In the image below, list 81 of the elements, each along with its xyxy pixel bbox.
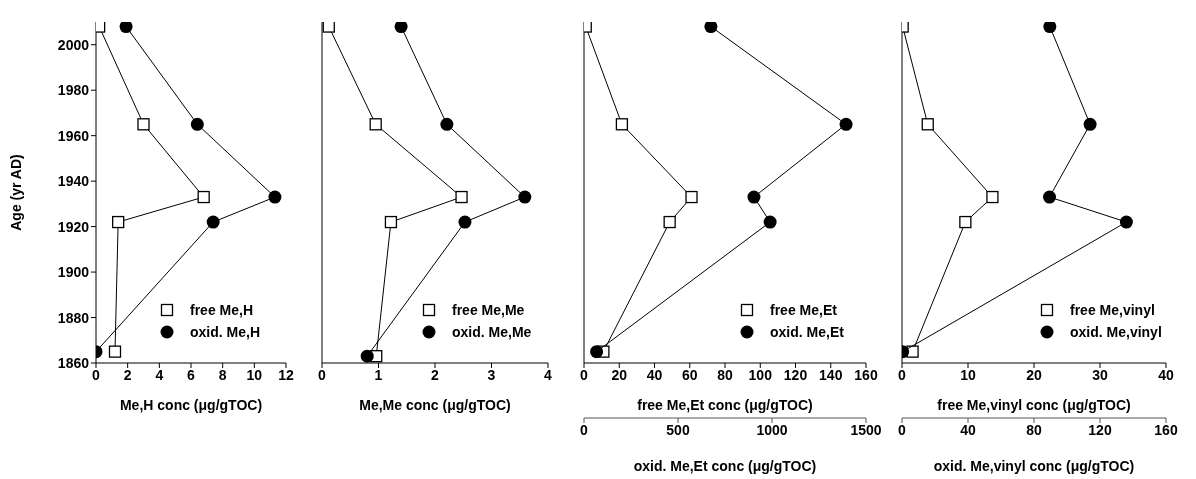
x-tick-label: 40 [1158,366,1174,383]
legend-label: free Me,Me [452,302,525,318]
point [455,190,468,204]
x2-axis-title: oxid. Me,Et conc (μg/gTOC) [633,458,817,474]
y-tick-label: 1960 [57,127,90,144]
point [959,215,972,229]
point [986,190,999,204]
x2-tick-label: 160 [1154,421,1178,438]
x-tick-label: 0 [318,366,327,383]
point [921,118,934,131]
y-tick-label: 1920 [57,218,90,235]
point [518,190,532,204]
x-tick-label: 40 [646,366,663,383]
x2-tick-label: 1500 [850,421,882,438]
point [108,345,122,358]
x-tick-label: 140 [819,366,843,383]
x-tick-label: 20 [1026,366,1042,383]
y-tick-label: 1940 [57,173,90,190]
point [190,117,204,131]
x-axis-title: Me,H conc (μg/gTOC) [119,397,263,413]
legend-label: free Me,Et [770,302,837,318]
x-tick-label: 0 [898,366,907,383]
x2-tick-label: 1000 [756,421,788,438]
point [369,118,382,131]
point [360,349,374,363]
y-tick-label: 1860 [57,354,90,371]
x2-tick-label: 0 [898,421,907,438]
x-tick-label: 0 [92,366,101,383]
x-tick-label: 80 [717,366,733,383]
x2-tick-label: 500 [666,421,690,438]
x2-tick-label: 80 [1026,421,1042,438]
legend-label: free Me,H [190,302,254,318]
point [615,118,629,131]
x-axis-title: Me,Me conc (μg/gTOC) [359,397,511,413]
x2-tick-label: 40 [960,421,976,438]
point [384,215,398,229]
point [458,215,472,229]
x-tick-label: 30 [1092,366,1108,383]
legend-label: oxid. Me,H [190,324,261,340]
x-tick-label: 10 [246,366,263,383]
legend-label: free Me,vinyl [1070,302,1155,318]
x-tick-label: 12 [278,366,294,383]
x-tick-label: 160 [854,366,878,383]
legend-label: oxid. Me,Me [452,324,532,340]
legend-label: oxid. Me,Et [770,324,844,340]
y-tick-label: 1900 [57,264,90,281]
x-tick-label: 2 [123,366,132,383]
x-axis-title: free Me,vinyl conc (μg/gTOC) [937,397,1131,413]
y-tick-label: 1980 [57,82,90,99]
x-tick-label: 60 [681,366,698,383]
point [206,215,220,229]
point [685,190,698,204]
x-tick-label: 4 [544,366,553,383]
x-tick-label: 8 [218,366,227,383]
point [663,215,676,229]
y-tick-label: 2000 [57,36,90,53]
x-tick-label: 20 [611,366,628,383]
x-tick-label: 100 [748,366,773,383]
x-tick-label: 2 [431,366,440,383]
legend-label: oxid. Me,vinyl [1070,324,1162,340]
x-tick-label: 6 [187,366,196,383]
x-tick-label: 120 [783,366,808,383]
x-tick-label: 10 [960,366,976,383]
x-tick-label: 1 [374,366,383,383]
x-tick-label: 3 [487,366,496,383]
x-tick-label: 0 [580,366,589,383]
point [440,117,454,131]
point [119,22,133,34]
point [322,22,335,33]
x2-tick-label: 120 [1088,421,1112,438]
point [394,22,408,34]
point [197,190,210,204]
x2-tick-label: 0 [580,421,589,438]
x-axis-title: free Me,Et conc (μg/gTOC) [637,397,813,413]
y-axis-title: Age (yr AD) [7,154,24,231]
point [268,190,282,204]
point [112,215,125,229]
x-tick-label: 4 [155,366,164,383]
x2-axis-title: oxid. Me,vinyl conc (μg/gTOC) [933,458,1135,474]
y-tick-label: 1880 [57,309,90,326]
point [137,118,150,131]
